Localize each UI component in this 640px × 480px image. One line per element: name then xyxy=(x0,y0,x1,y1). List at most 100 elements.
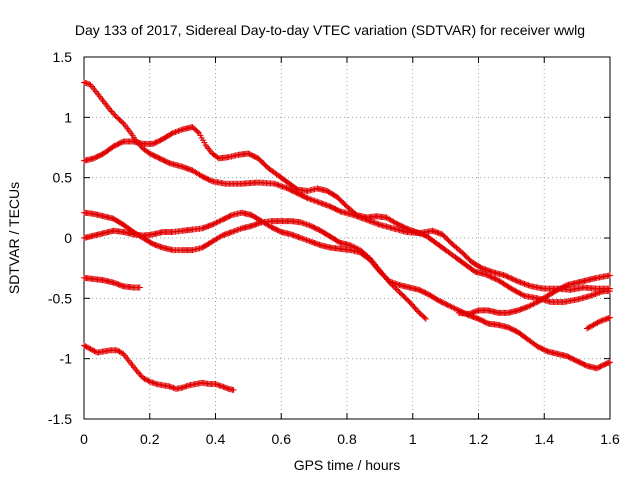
data-point xyxy=(448,303,455,310)
data-point xyxy=(172,128,179,135)
data-point xyxy=(207,177,214,184)
data-point xyxy=(392,280,399,287)
y-tick-label: 1 xyxy=(64,109,72,125)
data-point xyxy=(509,286,516,293)
data-point xyxy=(297,219,304,226)
data-point xyxy=(487,273,494,280)
data-point xyxy=(227,212,234,219)
data-point xyxy=(591,321,598,328)
data-point xyxy=(509,276,516,283)
data-point xyxy=(169,130,176,137)
data-point xyxy=(231,227,238,234)
data-point xyxy=(81,342,87,349)
data-point xyxy=(175,127,182,134)
data-point xyxy=(593,320,600,327)
series-track-e xyxy=(455,272,613,318)
data-point xyxy=(304,195,311,202)
data-point xyxy=(88,346,95,353)
x-tick-label: 0.4 xyxy=(206,431,226,447)
data-point xyxy=(173,128,180,135)
data-point xyxy=(590,321,597,328)
axis-ticks xyxy=(83,56,611,420)
data-point xyxy=(526,303,533,310)
data-point xyxy=(493,276,500,283)
x-tick-labels: 0 0.2 0.4 0.6 0.8 1 1.2 1.4 1.6 xyxy=(80,431,620,447)
data-point xyxy=(302,220,309,227)
data-point xyxy=(395,281,402,288)
data-point xyxy=(513,277,520,284)
data-point xyxy=(107,107,114,114)
y-tick-label: 1.5 xyxy=(53,49,73,65)
data-point xyxy=(165,159,172,166)
data-point xyxy=(145,377,152,384)
data-point xyxy=(395,287,402,294)
data-point xyxy=(90,347,97,354)
data-point xyxy=(520,292,527,299)
data-point xyxy=(583,325,590,332)
data-point xyxy=(136,284,143,291)
data-point xyxy=(531,300,538,307)
data-point xyxy=(447,303,454,310)
data-point xyxy=(83,343,90,350)
y-tick-label: -1 xyxy=(60,351,73,367)
data-point xyxy=(134,369,141,376)
y-tick-labels: -1.5 -1 -0.5 0 0.5 1 1.5 xyxy=(48,49,72,427)
data-point xyxy=(113,347,120,354)
data-point xyxy=(214,154,221,161)
x-tick-label: 1 xyxy=(409,431,417,447)
data-point xyxy=(517,290,524,297)
x-tick-label: 0.8 xyxy=(337,431,357,447)
data-point xyxy=(454,306,461,313)
data-point xyxy=(501,272,508,279)
data-point xyxy=(136,370,143,377)
data-point xyxy=(512,287,519,294)
data-point xyxy=(141,375,148,382)
x-tick-label: 1.4 xyxy=(535,431,555,447)
data-point xyxy=(140,374,147,381)
data-point xyxy=(533,299,540,306)
data-point xyxy=(585,324,592,331)
data-point xyxy=(87,346,94,353)
data-point xyxy=(586,324,593,331)
data-point xyxy=(212,220,219,227)
data-point xyxy=(116,348,123,355)
y-tick-label: 0 xyxy=(64,230,72,246)
data-point xyxy=(306,238,313,245)
data-point xyxy=(336,207,343,214)
data-point xyxy=(393,281,400,288)
data-point xyxy=(305,221,312,228)
data-point xyxy=(300,220,307,227)
data-point xyxy=(109,109,116,116)
data-point xyxy=(518,291,525,298)
y-tick-label: -0.5 xyxy=(48,290,72,306)
data-point xyxy=(217,233,224,240)
data-point xyxy=(530,301,537,308)
data-point xyxy=(527,302,534,309)
data-point xyxy=(489,274,496,281)
data-point xyxy=(115,347,122,354)
gridlines xyxy=(84,57,610,419)
data-point xyxy=(144,377,151,384)
data-point xyxy=(306,222,313,229)
data-point xyxy=(214,218,221,225)
data-point xyxy=(452,306,459,313)
data-point xyxy=(237,225,244,232)
data-point xyxy=(484,272,491,279)
data-point xyxy=(422,315,429,322)
data-point xyxy=(307,196,314,203)
data-point xyxy=(210,221,217,228)
data-point xyxy=(508,275,515,282)
x-tick-label: 0 xyxy=(80,431,88,447)
data-point xyxy=(112,112,119,119)
y-axis-label: SDTVAR / TECUs xyxy=(6,182,22,294)
y-tick-label: -1.5 xyxy=(48,411,72,427)
data-point xyxy=(84,344,91,351)
data-point xyxy=(230,387,237,394)
data-point xyxy=(488,274,495,281)
data-point xyxy=(386,278,393,285)
data-point xyxy=(444,301,451,308)
data-point xyxy=(390,279,397,286)
series-track-f xyxy=(81,274,143,291)
data-point xyxy=(524,303,531,310)
